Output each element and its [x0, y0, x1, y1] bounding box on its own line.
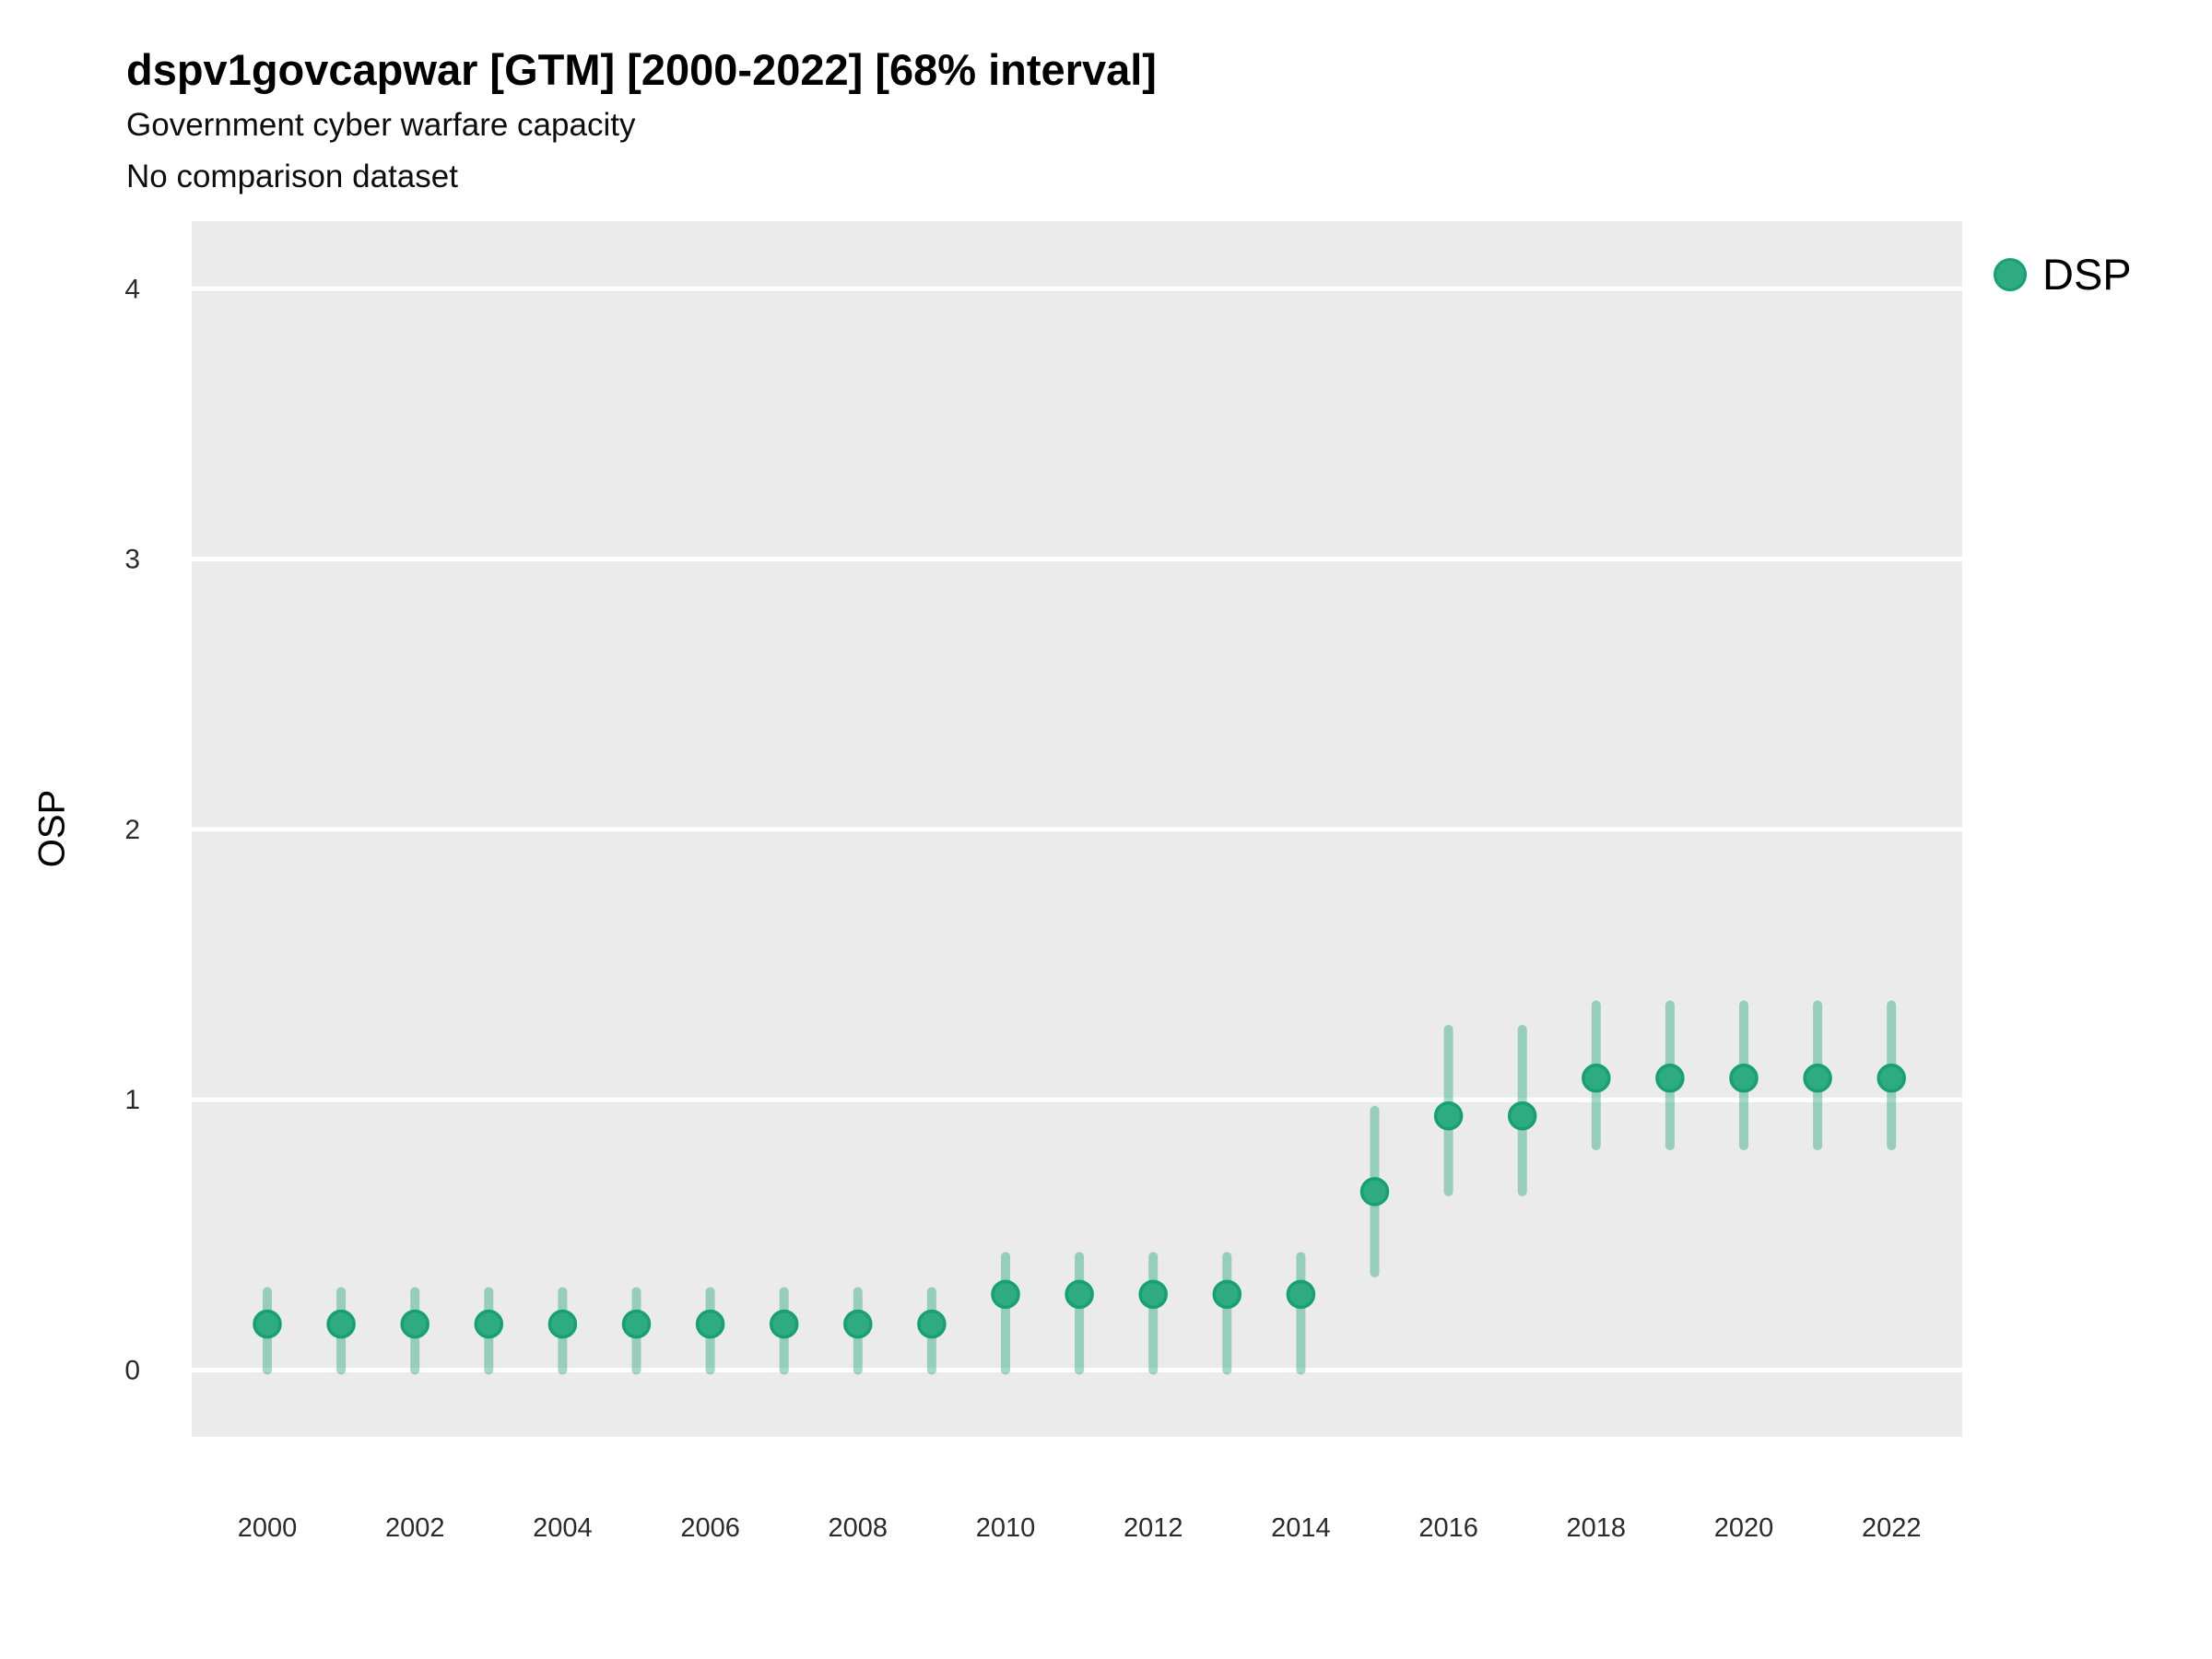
legend-dot-dsp: [1994, 257, 2027, 291]
chart-note: No comparison dataset: [126, 159, 458, 194]
point-2001: [326, 1309, 356, 1339]
point-2016: [1433, 1101, 1464, 1131]
legend-label-dsp: DSP: [2042, 250, 2132, 299]
point-2009: [917, 1309, 947, 1339]
point-2015: [1359, 1177, 1390, 1206]
point-2003: [474, 1309, 504, 1339]
legend: DSP: [1994, 249, 2132, 300]
point-2004: [547, 1309, 578, 1339]
point-2000: [253, 1309, 282, 1339]
point-2012: [1138, 1279, 1168, 1310]
x-tick-label-2018: 2018: [1567, 1513, 1627, 1543]
point-2022: [1877, 1063, 1906, 1093]
point-2018: [1582, 1063, 1611, 1093]
y-tick-label-4: 4: [124, 274, 140, 304]
y-tick-label-0: 0: [124, 1356, 140, 1386]
chart-subtitle: Government cyber warfare capacity: [126, 107, 636, 143]
x-tick-label-2010: 2010: [976, 1513, 1036, 1543]
x-tick-label-2020: 2020: [1714, 1513, 1774, 1543]
x-tick-label-2016: 2016: [1418, 1513, 1478, 1543]
y-axis-title: OSP: [31, 789, 73, 868]
x-tick-label-2014: 2014: [1271, 1513, 1331, 1543]
y-tick-label-3: 3: [124, 545, 140, 575]
point-2007: [769, 1309, 799, 1339]
point-2020: [1729, 1063, 1759, 1093]
point-2006: [695, 1309, 725, 1339]
x-tick-label-2012: 2012: [1124, 1513, 1183, 1543]
x-tick-label-2000: 2000: [238, 1513, 298, 1543]
x-tick-label-2004: 2004: [533, 1513, 593, 1543]
x-tick-label-2022: 2022: [1862, 1513, 1922, 1543]
y-tick-label-1: 1: [124, 1085, 140, 1115]
x-tick-label-2006: 2006: [680, 1513, 740, 1543]
x-tick-label-2002: 2002: [385, 1513, 445, 1543]
point-2005: [621, 1309, 652, 1339]
point-2002: [400, 1309, 429, 1339]
x-tick-label-2008: 2008: [829, 1513, 888, 1543]
point-2021: [1803, 1063, 1832, 1093]
point-2019: [1655, 1063, 1685, 1093]
y-tick-label-2: 2: [124, 815, 140, 845]
point-2017: [1507, 1101, 1537, 1131]
point-2011: [1065, 1279, 1094, 1310]
point-2010: [991, 1279, 1020, 1310]
point-2014: [1286, 1279, 1316, 1310]
point-2008: [843, 1309, 873, 1339]
point-2013: [1212, 1279, 1242, 1310]
chart-title: dspv1govcapwar [GTM] [2000-2022] [68% in…: [126, 45, 1157, 94]
